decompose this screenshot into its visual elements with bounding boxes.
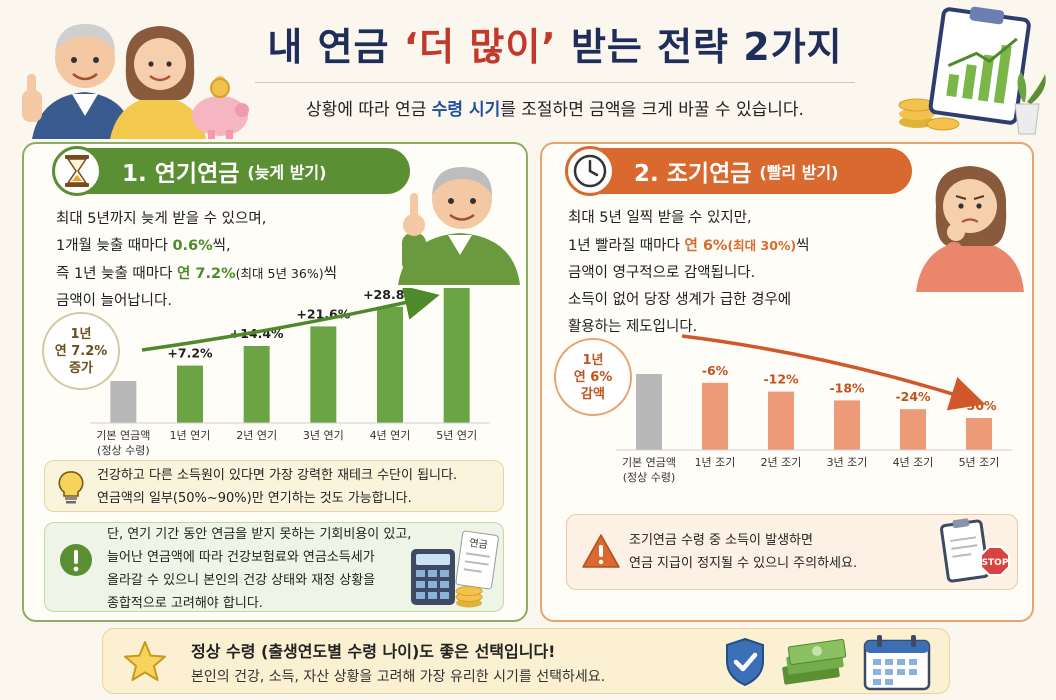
chart-bar [834,400,860,450]
page-title-highlight: ‘더 많이’ [403,25,557,69]
chart-tick-label: 1년 연기 [170,429,211,442]
lightbulb-icon [58,471,84,504]
calculator-document-icon: 연금 [411,530,499,608]
stop-label: STOP [982,558,1009,568]
chart-tick-label: (정상 수령) [623,471,676,484]
subtitle-highlight: 수령 시기 [431,100,501,120]
chart-tick-label: 3년 연기 [303,429,344,442]
chart-tick-label: 5년 조기 [959,456,1000,469]
couple-illustration [22,24,249,139]
chart-tick-label: 5년 연기 [436,429,477,442]
chart-bar [443,288,470,423]
bottom-headline: 정상 수령 (출생연도별 수령 나이)도 좋은 선택입니다! [191,642,556,661]
hourglass-icon [52,146,102,196]
chart-tick-label: 4년 조기 [893,456,934,469]
chart-data-label: -12% [763,372,799,387]
chart-data-label: -18% [829,380,865,395]
chart-tick-label: (정상 수령) [97,444,150,457]
chart-trend-arrow [141,288,440,352]
chart-bar [377,306,403,423]
worried-woman-illustration [916,166,1024,292]
chart-bar [966,418,992,450]
early-description: 최대 5년 일찍 받을 수 있지만, 1년 빨라질 때마다 연 6%(최대 30… [568,210,810,335]
document-label: 연금 [469,537,489,551]
chart-bar [768,391,794,450]
chart-tick-label: 1년 조기 [695,456,736,469]
deferred-pension-chart: 기본 연금액(정상 수령)+7.2%1년 연기+14.4%2년 연기+21.6%… [90,288,490,457]
chart-bar-base [636,374,662,450]
chart-data-label: +28.8% [363,288,417,302]
chart-data-label: -6% [702,363,729,378]
chart-tick-label: 3년 조기 [827,456,868,469]
early-pension-chart: 기본 연금액 (정상 수령) -6% 1년 조기 -12% 2년 조기 -18% 3년 조기 -… [616,334,1012,484]
warning-triangle-icon [582,534,620,568]
exclamation-icon [60,544,92,576]
bottom-subline: 본인의 건강, 소득, 자산 상황을 고려해 가장 유리한 시기를 선택하세요. [191,669,606,685]
calendar-icon [863,635,931,691]
chart-tick-label: 2년 조기 [761,456,802,469]
chart-bar [243,346,270,423]
early-warning-box: 조기연금 수령 중 소득이 발생하면 연금 지급이 정지될 수 있으니 주의하세… [566,514,1018,590]
chart-tick-label: 4년 연기 [370,429,411,442]
early-rate-bubble: 1년 연 6% 감액 [554,338,632,416]
deferred-tip-box: 건강하고 다른 소득원이 있다면 가장 강력한 재테크 수단이 됩니다. 연금액… [44,460,504,512]
clock-icon [565,146,615,196]
cash-stack-icon [782,639,847,685]
chart-data-label: +7.2% [167,346,213,361]
chart-tick-label: 기본 연금액 [96,429,150,442]
deferred-pension-title: 1. 연기연금 (늦게 받기) [58,148,410,194]
deferred-description: 최대 5년까지 늦게 받을 수 있으며, 1개월 늦출 때마다 0.6%씩, 즉… [56,211,337,309]
page-title: 내 연금 ‘더 많이’ 받는 전략 2가지 [267,25,843,69]
chart-data-label: -24% [895,389,931,404]
deferred-warning-box: 단, 연기 기간 동안 연금을 받지 못하는 기회비용이 있고, 늘어난 연금액… [44,522,504,612]
pointing-man-illustration [398,167,520,285]
shield-check-icon [726,637,764,687]
chart-bar [177,365,203,423]
star-icon [124,641,166,681]
early-pension-title: 2. 조기연금 (빨리 받기) [570,148,912,194]
chart-bar [702,382,728,450]
chart-bar [310,326,337,423]
chart-trend-arrow [681,334,986,411]
chart-data-label: -30% [961,398,997,413]
page-subtitle: 상황에 따라 연금 수령 시기를 조절하면 금액을 크게 바꿀 수 있습니다. [255,82,855,120]
stop-sign-clipboard-icon: STOP [940,518,1010,583]
chart-bar-base [110,381,137,423]
clipboard-chart-illustration [898,6,1046,135]
chart-bar [900,409,926,450]
chart-tick-label: 기본 연금액 [622,456,676,469]
chart-tick-label: 2년 연기 [236,429,277,442]
bottom-recommendation-bar: 정상 수령 (출생연도별 수령 나이)도 좋은 선택입니다! 본인의 건강, 소… [102,628,950,694]
deferred-rate-bubble: 1년 연 7.2% 증가 [42,312,120,390]
